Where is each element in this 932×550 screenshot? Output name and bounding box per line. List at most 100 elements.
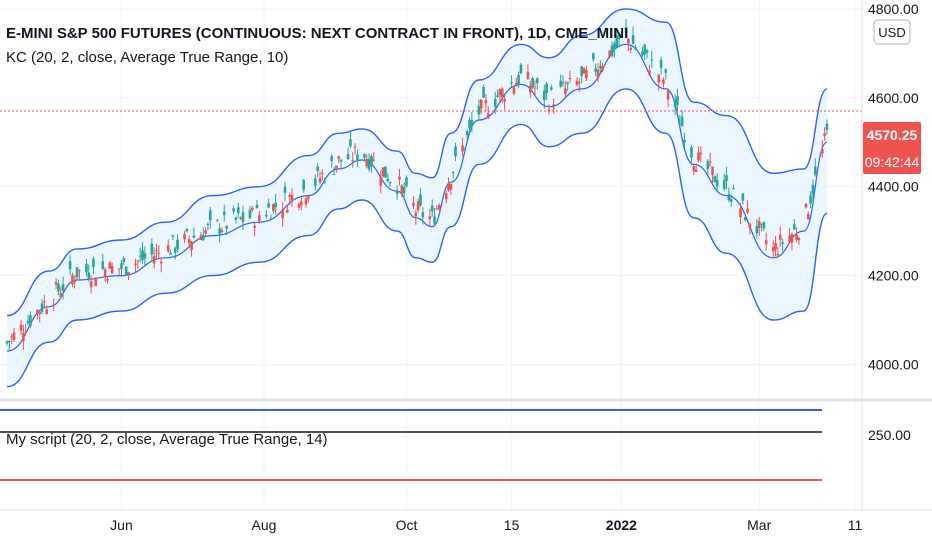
candle-body bbox=[234, 217, 238, 220]
candle-body bbox=[552, 104, 555, 108]
candle-body bbox=[484, 99, 488, 104]
candle-body bbox=[367, 158, 371, 170]
candle-body bbox=[582, 68, 586, 74]
candle-body bbox=[10, 336, 13, 338]
candle-body bbox=[166, 245, 170, 252]
candle-body bbox=[421, 212, 425, 218]
candle-body bbox=[127, 271, 130, 275]
candle-body bbox=[388, 182, 392, 184]
candle-body bbox=[479, 99, 483, 109]
candle-body bbox=[722, 180, 726, 189]
candle-body bbox=[673, 99, 677, 107]
candle-body bbox=[739, 208, 742, 218]
candle-body bbox=[433, 216, 436, 224]
price-tick-label: 4400.00 bbox=[868, 179, 919, 195]
candle-body bbox=[641, 51, 644, 56]
candle-body bbox=[624, 27, 628, 33]
candle-body bbox=[59, 293, 63, 298]
candle-body bbox=[419, 194, 422, 206]
candle-body bbox=[323, 181, 327, 183]
candle-body bbox=[811, 184, 815, 195]
candle-body bbox=[512, 87, 516, 94]
script-legend[interactable]: My script (20, 2, close, Average True Ra… bbox=[6, 431, 328, 448]
price-tick-label: 4800.00 bbox=[868, 1, 919, 17]
candle-body bbox=[517, 74, 520, 85]
candle-body bbox=[269, 218, 273, 220]
candle-body bbox=[451, 171, 455, 174]
time-axis[interactable]: Jun Aug Oct 15 2022 Mar 11 bbox=[110, 517, 862, 533]
candle-body bbox=[741, 193, 745, 201]
candle-body bbox=[725, 175, 728, 181]
candle-body bbox=[225, 226, 228, 229]
candle-body bbox=[52, 304, 56, 306]
candle-body bbox=[349, 139, 352, 147]
candle-body bbox=[267, 203, 270, 208]
candle-body bbox=[73, 280, 77, 282]
candle-body bbox=[290, 194, 294, 201]
candle-body bbox=[54, 282, 58, 285]
candle-body bbox=[743, 217, 747, 221]
candle-body bbox=[776, 253, 780, 256]
candle-body bbox=[208, 210, 212, 221]
candle-body bbox=[134, 263, 137, 265]
candle-body bbox=[585, 69, 588, 79]
candle-body bbox=[690, 147, 693, 158]
candle-body bbox=[71, 275, 74, 284]
candle-body bbox=[781, 242, 784, 244]
candle-body bbox=[372, 159, 376, 161]
candle-body bbox=[22, 333, 25, 342]
candle-body bbox=[190, 241, 193, 250]
candle-body bbox=[222, 211, 226, 216]
candle-body bbox=[447, 183, 450, 191]
candle-body bbox=[12, 332, 16, 340]
candle-body bbox=[199, 235, 203, 240]
candle-body bbox=[101, 261, 105, 269]
candle-body bbox=[599, 66, 602, 69]
candle-body bbox=[241, 212, 245, 222]
candle-body bbox=[176, 239, 179, 249]
candle-body bbox=[346, 154, 350, 160]
candle-body bbox=[729, 199, 733, 202]
price-badge: 4570.25 09:42:44 bbox=[863, 122, 921, 174]
candle-body bbox=[307, 196, 310, 199]
candle-body bbox=[465, 131, 469, 136]
candle-body bbox=[29, 315, 32, 326]
candle-body bbox=[152, 256, 156, 264]
currency-button-label[interactable]: USD bbox=[878, 25, 905, 40]
candle-body bbox=[486, 113, 490, 119]
candle-body bbox=[610, 45, 614, 56]
candle-body bbox=[19, 324, 23, 331]
candle-body bbox=[206, 223, 210, 225]
candle-body bbox=[792, 224, 796, 230]
candle-body bbox=[732, 188, 735, 190]
candle-body bbox=[578, 82, 581, 84]
candle-body bbox=[790, 233, 794, 243]
currency-button-frame[interactable] bbox=[873, 19, 911, 45]
candle-body bbox=[510, 82, 513, 84]
candle-body bbox=[580, 66, 583, 76]
price-axis[interactable]: 4000.00 4200.00 4400.00 4600.00 4800.00 bbox=[868, 1, 919, 373]
candle-body bbox=[236, 207, 240, 214]
candle-body bbox=[454, 146, 457, 157]
indicator-legend[interactable]: KC (20, 2, close, Average True Range, 10… bbox=[6, 49, 288, 66]
candle-body bbox=[727, 194, 731, 200]
candle-body bbox=[809, 195, 812, 204]
candle-body bbox=[288, 195, 291, 197]
candle-body bbox=[332, 173, 336, 175]
candle-body bbox=[797, 238, 801, 241]
candle-body bbox=[760, 223, 763, 225]
candle-body bbox=[662, 79, 665, 84]
candle-body bbox=[461, 145, 464, 152]
candle-body bbox=[136, 260, 140, 262]
candle-body bbox=[601, 65, 604, 71]
candle-body bbox=[302, 179, 305, 190]
candle-body bbox=[365, 159, 369, 167]
candle-body bbox=[643, 44, 647, 55]
candle-body bbox=[706, 161, 710, 170]
currency-button[interactable]: USD bbox=[873, 19, 911, 45]
candle-body bbox=[820, 148, 824, 154]
candle-body bbox=[788, 235, 791, 242]
candle-body bbox=[778, 234, 782, 240]
candle-body bbox=[8, 340, 11, 343]
